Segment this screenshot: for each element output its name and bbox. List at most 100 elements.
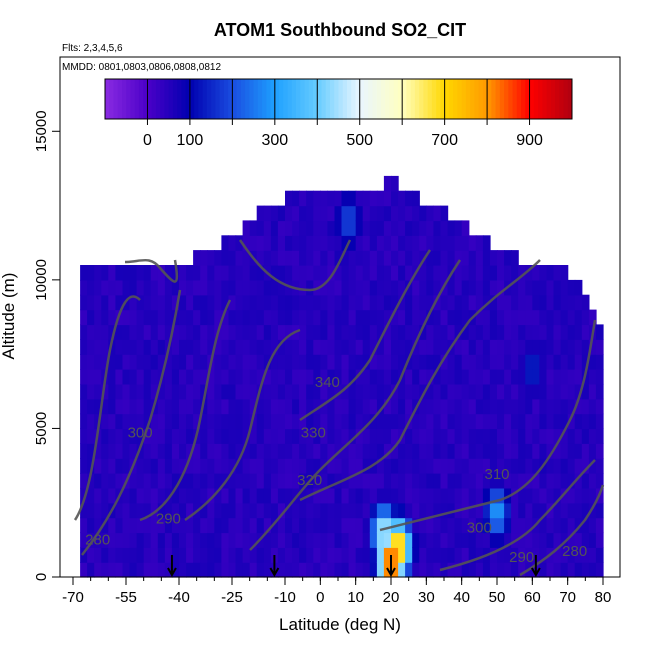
heatmap-cell (511, 354, 519, 370)
heatmap-cell (277, 443, 286, 459)
heatmap-cell (355, 279, 364, 296)
heatmap-cell (221, 502, 230, 519)
heatmap-cell (489, 547, 498, 563)
heatmap-cell (440, 383, 449, 400)
heatmap-cell (489, 339, 498, 355)
heatmap-cell (412, 428, 420, 444)
heatmap-cell (87, 413, 95, 430)
heatmap-cell (171, 413, 180, 430)
heatmap-cell (108, 398, 116, 415)
x-tick-label: -10 (274, 589, 296, 606)
heatmap-cell (355, 265, 364, 281)
colorbar-segment (359, 79, 365, 119)
heatmap-cell (136, 354, 145, 370)
heatmap-cell (171, 487, 180, 504)
heatmap-cell (306, 428, 314, 444)
heatmap-cell (115, 294, 124, 311)
colorbar-segment (470, 79, 475, 119)
colorbar-segment (440, 79, 446, 119)
heatmap-cell (511, 502, 519, 519)
heatmap-cell (94, 398, 102, 415)
heatmap-cell (221, 250, 230, 266)
heatmap-cell (221, 443, 230, 459)
colorbar-segment (172, 79, 178, 119)
heatmap-cell (454, 458, 463, 474)
heatmap-cell (221, 517, 230, 534)
heatmap-cell (221, 398, 230, 415)
heatmap-cell (348, 473, 357, 489)
heatmap-cell (207, 443, 215, 459)
heatmap-cell (355, 532, 364, 548)
heatmap-cell (214, 487, 222, 504)
heatmap-cell (369, 547, 378, 563)
heatmap-cell (383, 502, 392, 519)
heatmap-cell (376, 220, 385, 236)
heatmap-cell (129, 547, 138, 563)
heatmap-cell (412, 354, 420, 370)
heatmap-cell (108, 413, 116, 430)
heatmap-cell (504, 413, 512, 430)
flight-marker-arrowhead (530, 567, 541, 578)
heatmap-cell (270, 294, 279, 311)
heatmap-cell (108, 517, 116, 534)
heatmap-cell (383, 532, 392, 548)
heatmap-cell (461, 502, 470, 519)
heatmap-cell (285, 339, 293, 355)
heatmap-cell (164, 369, 173, 385)
heatmap-cell (398, 339, 406, 355)
heatmap-cell (249, 324, 258, 340)
heatmap-cell (277, 473, 286, 489)
heatmap-cell (115, 517, 124, 534)
heatmap-cell (136, 369, 145, 385)
heatmap-cell (214, 413, 222, 430)
heatmap-cell (249, 443, 258, 459)
heatmap-cell (419, 265, 427, 281)
heatmap-cell (200, 517, 208, 534)
heatmap-cell (277, 547, 286, 563)
heatmap-cell (560, 354, 569, 370)
heatmap-cell (150, 502, 159, 519)
heatmap-cell (94, 487, 102, 504)
heatmap-cell (80, 443, 88, 459)
heatmap-cell (341, 458, 350, 474)
heatmap-cell (369, 279, 378, 296)
heatmap-cell (193, 294, 201, 311)
heatmap-cell (214, 250, 222, 266)
heatmap-cell (497, 383, 505, 400)
heatmap-cell (242, 428, 251, 444)
heatmap-cell (235, 383, 244, 400)
heatmap-cell (383, 250, 392, 266)
heatmap-cell (256, 547, 265, 563)
heatmap-cell (433, 339, 442, 355)
heatmap-cell (468, 369, 477, 385)
heatmap-cell (150, 517, 159, 534)
heatmap-cell (560, 324, 569, 340)
heatmap-cell (454, 339, 463, 355)
heatmap-cell (348, 487, 357, 504)
heatmap-cell (362, 369, 371, 385)
heatmap-cell (440, 413, 449, 430)
heatmap-cell (299, 562, 307, 578)
colorbar-segment (372, 79, 378, 119)
heatmap-cell (511, 547, 519, 563)
heatmap-cell (179, 369, 187, 385)
heatmap-cell (313, 250, 321, 266)
heatmap-cell (299, 369, 307, 385)
heatmap-cell (369, 324, 378, 340)
colorbar-segment (151, 79, 157, 119)
heatmap-cell (433, 279, 442, 296)
heatmap-cell (433, 532, 442, 548)
heatmap-cell (539, 532, 548, 548)
colorbar-segment (270, 79, 276, 119)
heatmap-cell (405, 398, 413, 415)
heatmap-cell (362, 428, 371, 444)
heatmap-cell (567, 354, 576, 370)
heatmap-cell (285, 235, 293, 251)
colorbar-segment (380, 79, 386, 119)
heatmap-cell (447, 547, 456, 563)
heatmap-cell (398, 383, 406, 400)
colorbar-segment (257, 79, 263, 119)
heatmap-cell (292, 205, 300, 222)
heatmap-cell (108, 487, 116, 504)
heatmap-cell (391, 175, 399, 192)
